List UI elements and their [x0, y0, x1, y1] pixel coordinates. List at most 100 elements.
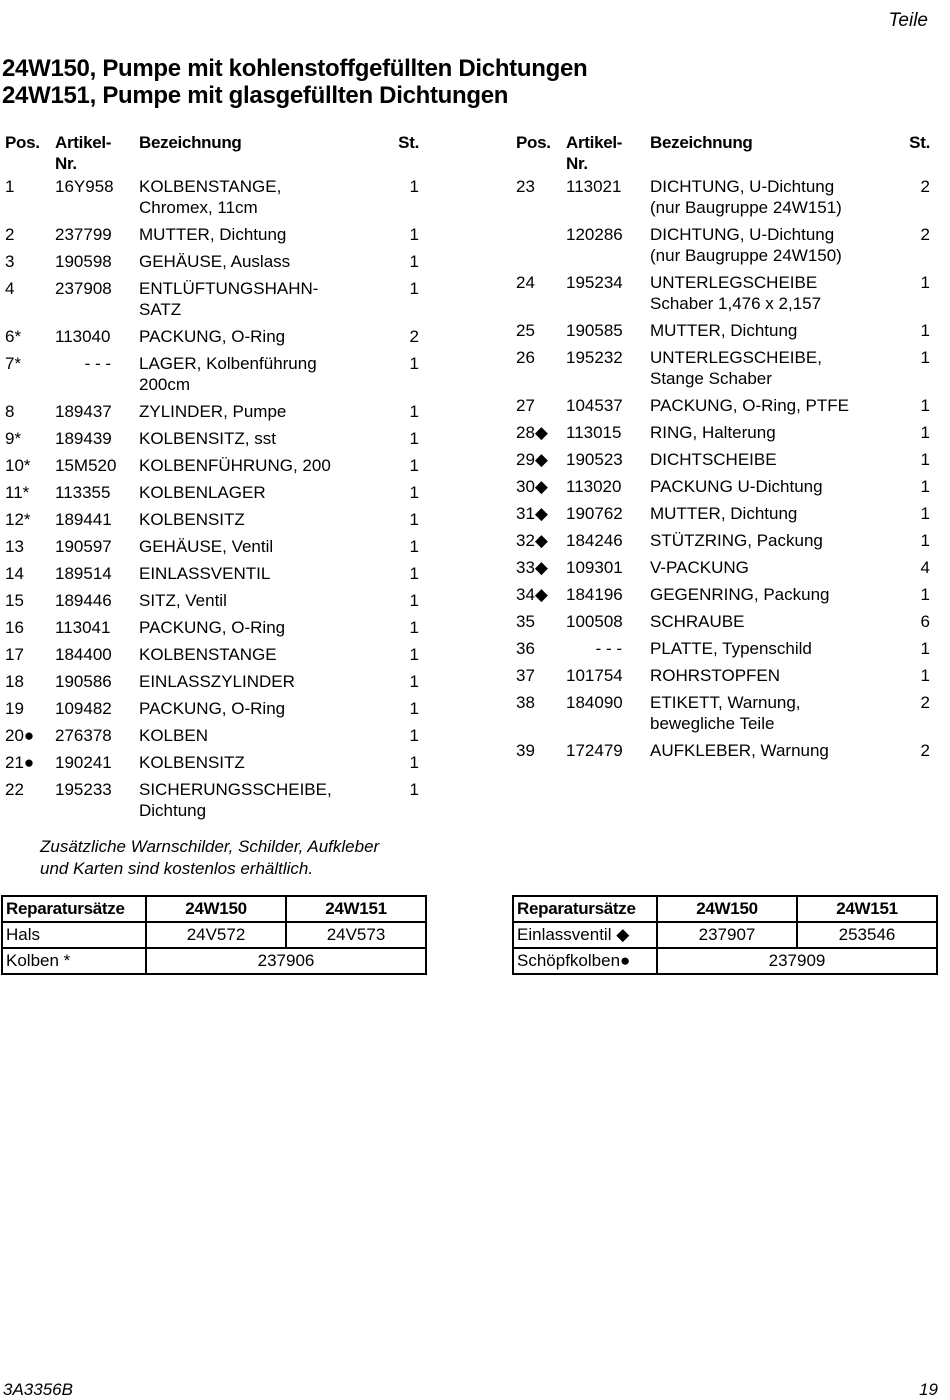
part-number: 190598	[55, 252, 112, 271]
kit-row: Reparatursätze 24W150 24W151	[512, 895, 938, 923]
column-header-art: Artikel- Nr.	[566, 133, 623, 173]
kit-row: Kolben * 237906	[1, 947, 427, 975]
quantity: 1	[920, 477, 930, 496]
quantity: 2	[920, 741, 930, 760]
note-line: Zusätzliche Warnschilder, Schilder, Aufk…	[40, 837, 380, 856]
quantity: 1	[409, 537, 419, 556]
part-number: - - -	[55, 353, 139, 395]
pos: 16	[5, 618, 24, 637]
kit-cell: 24W150	[145, 895, 287, 923]
pos: 14	[5, 564, 24, 583]
part-number: - - -	[566, 638, 650, 659]
table-row: 22 195233 SICHERUNGSSCHEIBE, Dichtung 1	[5, 779, 419, 827]
table-row: 3 190598 GEHÄUSE, Auslass 1	[5, 251, 419, 278]
pos: 25	[516, 321, 535, 340]
quantity: 1	[920, 348, 930, 367]
table-row: 7* - - - LAGER, Kolbenführung 200cm 1	[5, 353, 419, 401]
note: Zusätzliche Warnschilder, Schilder, Aufk…	[40, 836, 379, 880]
table-row: 31◆ 190762 MUTTER, Dichtung 1	[516, 503, 930, 530]
description: KOLBENSTANGE, Chromex, 11cm	[139, 177, 282, 217]
description: MUTTER, Dichtung	[650, 321, 798, 340]
pos: 39	[516, 741, 535, 760]
description: KOLBENSITZ	[139, 753, 245, 772]
kit-cell: 24W150	[656, 895, 798, 923]
kit-cell: 237906	[145, 947, 427, 975]
description: GEHÄUSE, Auslass	[139, 252, 291, 271]
table-row: 19 109482 PACKUNG, O-Ring 1	[5, 698, 419, 725]
quantity: 1	[920, 585, 930, 604]
quantity: 1	[920, 321, 930, 340]
quantity: 1	[920, 273, 930, 292]
description: PACKUNG, O-Ring, PTFE	[650, 396, 849, 415]
part-number: 104537	[566, 396, 623, 415]
quantity: 1	[409, 618, 419, 637]
description: ZYLINDER, Pumpe	[139, 402, 287, 421]
table-row: 14 189514 EINLASSVENTIL 1	[5, 563, 419, 590]
table-row: 38 184090 ETIKETT, Warnung, bewegliche Tei…	[516, 692, 930, 740]
pos: 26	[516, 348, 535, 367]
description: STÜTZRING, Packung	[650, 531, 823, 550]
quantity: 1	[920, 504, 930, 523]
pos: 38	[516, 693, 535, 712]
part-number: 189441	[55, 510, 112, 529]
quantity: 1	[409, 483, 419, 502]
quantity: 1	[409, 645, 419, 664]
description: EINLASSVENTIL	[139, 564, 271, 583]
parts-table-left: Pos. Artikel- Nr. Bezeichnung St. 1 16Y958 KOL…	[5, 132, 419, 827]
table-row: 13 190597 GEHÄUSE, Ventil 1	[5, 536, 419, 563]
pos: 1	[5, 177, 15, 196]
pos: 30◆	[516, 477, 548, 496]
quantity: 1	[409, 564, 419, 583]
description: GEHÄUSE, Ventil	[139, 537, 274, 556]
part-number: 195234	[566, 273, 623, 292]
part-number: 113355	[55, 483, 111, 502]
description: SITZ, Ventil	[139, 591, 227, 610]
quantity: 1	[920, 450, 930, 469]
table-row: 27 104537 PACKUNG, O-Ring, PTFE 1	[516, 395, 930, 422]
description: SCHRAUBE	[650, 612, 745, 631]
table-row: 4 237908 ENTLÜFTUNGSHAHN- SATZ 1	[5, 278, 419, 326]
part-number: 189514	[55, 564, 112, 583]
column-header-bez: Bezeichnung	[139, 133, 242, 152]
description: PACKUNG, O-Ring	[139, 699, 286, 718]
quantity: 1	[409, 354, 419, 373]
pos: 3	[5, 252, 15, 271]
pos: 7*	[5, 354, 22, 373]
description: V-PACKUNG	[650, 558, 749, 577]
part-number: 100508	[566, 612, 623, 631]
description: EINLASSZYLINDER	[139, 672, 295, 691]
page-number: 19	[919, 1380, 938, 1399]
column-header-art: Artikel- Nr.	[55, 133, 112, 173]
section-header: Teile	[888, 10, 928, 31]
parts-table-right: Pos. Artikel- Nr. Bezeichnung St. 23 113021 DI…	[516, 132, 930, 767]
quantity: 1	[409, 591, 419, 610]
table-row: 9* 189439 KOLBENSITZ, sst 1	[5, 428, 419, 455]
quantity: 1	[409, 780, 419, 799]
part-number: 113020	[566, 477, 622, 496]
pos	[516, 224, 566, 266]
part-number: 113021	[566, 177, 622, 196]
pos: 8	[5, 402, 15, 421]
pos: 13	[5, 537, 24, 556]
part-number: 113040	[55, 327, 111, 346]
part-number: 195232	[566, 348, 623, 367]
kit-cell: Hals	[1, 921, 147, 949]
description: KOLBEN	[139, 726, 208, 745]
description: RING, Halterung	[650, 423, 776, 442]
quantity: 2	[920, 693, 930, 712]
table-row: 10* 15M520 KOLBENFÜHRUNG, 200 1	[5, 455, 419, 482]
pos: 9*	[5, 429, 22, 448]
no-part-number: - - -	[595, 639, 622, 658]
pos: 27	[516, 396, 535, 415]
kit-row: Reparatursätze 24W150 24W151	[1, 895, 427, 923]
table-row: 32◆ 184246 STÜTZRING, Packung 1	[516, 530, 930, 557]
kit-cell: 24V572	[145, 921, 287, 949]
part-number: 190762	[566, 504, 623, 523]
description: DICHTUNG, U-Dichtung (nur Baugruppe 24W1…	[650, 225, 842, 265]
part-number: 237799	[55, 225, 112, 244]
pos: 36	[516, 639, 535, 658]
pos: 35	[516, 612, 535, 631]
description: KOLBENLAGER	[139, 483, 266, 502]
quantity: 2	[920, 177, 930, 196]
